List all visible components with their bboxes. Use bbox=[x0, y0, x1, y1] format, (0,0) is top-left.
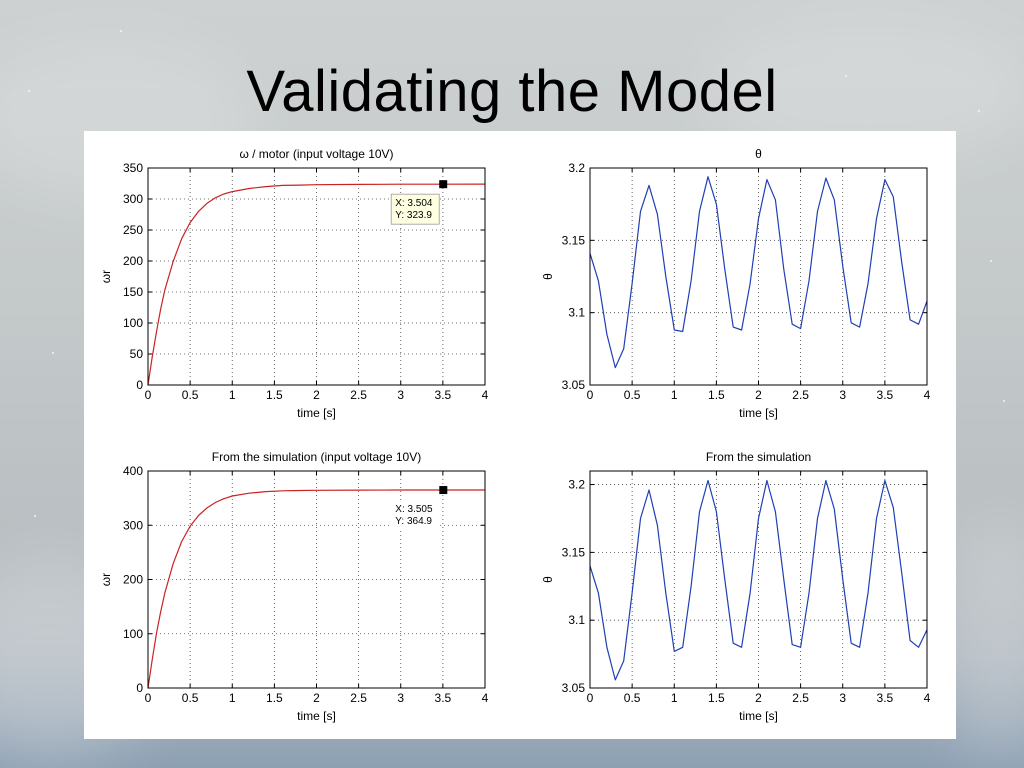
chart-title: ω / motor (input voltage 10V) bbox=[239, 147, 393, 161]
x-tick-label: 3.5 bbox=[877, 388, 894, 402]
x-tick-label: 3.5 bbox=[435, 388, 452, 402]
x-tick-label: 1.5 bbox=[708, 691, 725, 705]
x-tick-label: 1 bbox=[671, 691, 678, 705]
x-tick-label: 0.5 bbox=[624, 388, 641, 402]
y-tick-label: 300 bbox=[123, 192, 143, 206]
y-tick-label: 0 bbox=[136, 681, 143, 695]
x-axis-label: time [s] bbox=[297, 709, 336, 723]
x-tick-label: 3.5 bbox=[877, 691, 894, 705]
series-line bbox=[589, 479, 928, 681]
x-tick-label: 3 bbox=[839, 388, 846, 402]
x-tick-label: 0 bbox=[587, 691, 594, 705]
y-tick-label: 3.05 bbox=[562, 378, 586, 392]
datatip-marker bbox=[439, 486, 448, 495]
y-tick-label: 250 bbox=[123, 223, 143, 237]
y-tick-label: 100 bbox=[123, 627, 143, 641]
chart-4: 0 0.5 1 1.5 2 2.5 3 3.5 4 3.05 3.1 3.15 3.2 From the … bbox=[541, 450, 931, 723]
x-tick-label: 4 bbox=[924, 691, 931, 705]
x-tick-label: 0 bbox=[587, 388, 594, 402]
y-axis-label: θ bbox=[541, 273, 555, 280]
y-tick-label: 3.2 bbox=[568, 478, 585, 492]
x-tick-label: 2.5 bbox=[350, 691, 367, 705]
x-axis-label: time [s] bbox=[297, 406, 336, 420]
y-axis-label: ωr bbox=[99, 270, 113, 283]
series-line bbox=[147, 183, 486, 386]
axes-frame bbox=[589, 470, 928, 689]
y-tick-label: 3.05 bbox=[562, 681, 586, 695]
axes-frame bbox=[147, 470, 486, 689]
y-tick-label: 100 bbox=[123, 316, 143, 330]
x-axis-label: time [s] bbox=[739, 709, 778, 723]
x-tick-label: 2.5 bbox=[792, 388, 809, 402]
x-tick-label: 2 bbox=[313, 691, 320, 705]
datatip-box bbox=[391, 500, 440, 531]
y-tick-label: 300 bbox=[123, 518, 143, 532]
y-tick-label: 50 bbox=[130, 347, 144, 361]
slide-title: Validating the Model bbox=[246, 59, 778, 124]
datatip-y-text: Y: 364.9 bbox=[395, 516, 432, 527]
y-tick-label: 3.15 bbox=[562, 233, 586, 247]
x-tick-label: 2.5 bbox=[350, 388, 367, 402]
x-tick-label: 1 bbox=[229, 691, 236, 705]
y-axis-label: ωr bbox=[99, 573, 113, 586]
series-line bbox=[147, 489, 485, 689]
axes-frame bbox=[589, 167, 928, 386]
y-axis-label: θ bbox=[541, 576, 555, 583]
datatip-y-text: Y: 323.9 bbox=[395, 210, 432, 221]
y-tick-label: 400 bbox=[123, 464, 143, 478]
x-tick-label: 3 bbox=[397, 691, 404, 705]
x-tick-label: 0.5 bbox=[182, 691, 199, 705]
x-axis-label: time [s] bbox=[739, 406, 778, 420]
x-tick-label: 4 bbox=[482, 388, 489, 402]
datatip-box bbox=[390, 193, 440, 225]
y-tick-label: 3.2 bbox=[568, 161, 585, 175]
figure-panel: 0 0.5 1 1.5 2 2.5 3 3.5 4 0 50 100 150 200 250 300 350 ω … bbox=[84, 131, 956, 739]
chart-2: 0 0.5 1 1.5 2 2.5 3 3.5 4 3.05 3.1 3.15 3.2 θ time [s]… bbox=[541, 147, 931, 420]
x-tick-label: 2.5 bbox=[792, 691, 809, 705]
x-tick-label: 3 bbox=[839, 691, 846, 705]
datatip-x-text: X: 3.504 bbox=[395, 198, 433, 209]
x-tick-label: 1.5 bbox=[708, 388, 725, 402]
y-tick-label: 150 bbox=[123, 285, 143, 299]
x-tick-label: 2 bbox=[313, 388, 320, 402]
y-tick-label: 3.1 bbox=[568, 613, 585, 627]
x-tick-label: 0 bbox=[145, 388, 152, 402]
x-tick-label: 2 bbox=[755, 691, 762, 705]
chart-title: From the simulation (input voltage 10V) bbox=[212, 450, 421, 464]
x-tick-label: 1.5 bbox=[266, 691, 283, 705]
chart-3: 0 0.5 1 1.5 2 2.5 3 3.5 4 0 100 200 300 400 From the s… bbox=[99, 450, 489, 723]
y-tick-label: 350 bbox=[123, 161, 143, 175]
y-tick-label: 0 bbox=[136, 378, 143, 392]
x-tick-label: 2 bbox=[755, 388, 762, 402]
x-tick-label: 3.5 bbox=[435, 691, 452, 705]
x-tick-label: 0.5 bbox=[624, 691, 641, 705]
x-tick-label: 0.5 bbox=[182, 388, 199, 402]
figure-svg: 0 0.5 1 1.5 2 2.5 3 3.5 4050100150200250300350ω … bbox=[99, 147, 931, 723]
x-tick-label: 1 bbox=[671, 388, 678, 402]
x-tick-label: 4 bbox=[924, 388, 931, 402]
x-tick-label: 1.5 bbox=[266, 388, 283, 402]
chart-title: From the simulation bbox=[706, 450, 811, 464]
y-tick-label: 3.1 bbox=[568, 306, 585, 320]
x-tick-label: 1 bbox=[229, 388, 236, 402]
chart-title: θ bbox=[755, 147, 762, 161]
x-tick-label: 3 bbox=[397, 388, 404, 402]
y-tick-label: 200 bbox=[123, 573, 143, 587]
axes-frame bbox=[147, 167, 486, 386]
y-tick-label: 3.15 bbox=[562, 545, 586, 559]
y-tick-label: 200 bbox=[123, 254, 143, 268]
chart-1: 0 0.5 1 1.5 2 2.5 3 3.5 4 0 50 100 150 200 250 300 350 ω … bbox=[99, 147, 489, 420]
x-tick-label: 4 bbox=[482, 691, 489, 705]
datatip-marker bbox=[439, 180, 448, 189]
series-line bbox=[589, 176, 928, 369]
datatip-x-text: X: 3.505 bbox=[395, 504, 433, 515]
x-tick-label: 0 bbox=[145, 691, 152, 705]
